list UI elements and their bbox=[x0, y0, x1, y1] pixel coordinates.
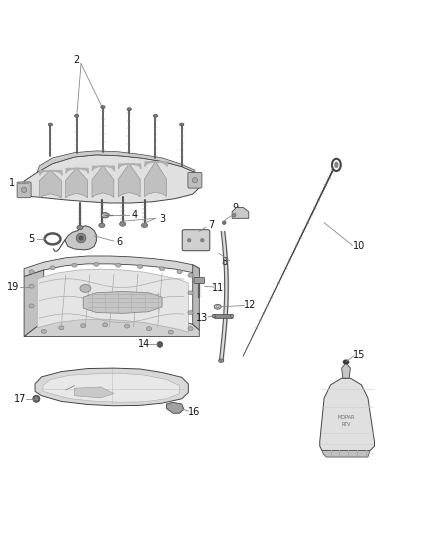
Text: 16: 16 bbox=[188, 407, 200, 417]
Text: 7: 7 bbox=[208, 220, 215, 230]
Text: 11: 11 bbox=[212, 282, 224, 293]
Text: MOPAR: MOPAR bbox=[337, 415, 355, 420]
Ellipse shape bbox=[188, 311, 193, 314]
Polygon shape bbox=[92, 166, 114, 197]
Ellipse shape bbox=[81, 324, 86, 328]
Ellipse shape bbox=[33, 395, 40, 402]
Text: 19: 19 bbox=[7, 281, 19, 292]
Ellipse shape bbox=[99, 223, 105, 228]
Ellipse shape bbox=[29, 304, 34, 308]
Ellipse shape bbox=[29, 270, 34, 274]
Polygon shape bbox=[43, 374, 180, 402]
Text: RTV: RTV bbox=[341, 422, 351, 427]
Polygon shape bbox=[24, 311, 199, 336]
Text: 18: 18 bbox=[63, 377, 75, 387]
Polygon shape bbox=[342, 363, 350, 378]
FancyBboxPatch shape bbox=[182, 230, 210, 251]
Ellipse shape bbox=[74, 114, 79, 117]
Ellipse shape bbox=[101, 213, 109, 218]
Polygon shape bbox=[83, 292, 162, 313]
Ellipse shape bbox=[223, 221, 226, 224]
Polygon shape bbox=[65, 226, 96, 250]
Ellipse shape bbox=[180, 123, 184, 126]
Ellipse shape bbox=[116, 263, 121, 267]
Ellipse shape bbox=[72, 263, 77, 267]
Polygon shape bbox=[35, 368, 188, 406]
Ellipse shape bbox=[50, 266, 55, 270]
Text: 14: 14 bbox=[138, 340, 150, 350]
Text: 10: 10 bbox=[353, 241, 365, 252]
Ellipse shape bbox=[29, 284, 34, 288]
Polygon shape bbox=[320, 378, 374, 450]
Ellipse shape bbox=[159, 266, 165, 271]
Ellipse shape bbox=[141, 223, 148, 228]
Ellipse shape bbox=[219, 359, 224, 362]
Ellipse shape bbox=[230, 314, 234, 318]
Ellipse shape bbox=[153, 114, 158, 117]
Ellipse shape bbox=[94, 262, 99, 266]
Ellipse shape bbox=[188, 291, 193, 295]
Text: 1: 1 bbox=[9, 178, 15, 188]
Ellipse shape bbox=[233, 214, 236, 217]
Polygon shape bbox=[39, 170, 61, 198]
Text: 6: 6 bbox=[116, 237, 122, 247]
Ellipse shape bbox=[102, 323, 108, 327]
Ellipse shape bbox=[101, 106, 105, 109]
Polygon shape bbox=[118, 164, 140, 197]
Ellipse shape bbox=[35, 397, 38, 400]
Polygon shape bbox=[232, 207, 249, 219]
Polygon shape bbox=[24, 256, 199, 277]
Ellipse shape bbox=[157, 342, 163, 348]
Ellipse shape bbox=[124, 324, 130, 328]
Ellipse shape bbox=[343, 360, 349, 364]
Ellipse shape bbox=[21, 187, 27, 192]
Text: 3: 3 bbox=[159, 214, 165, 224]
FancyBboxPatch shape bbox=[17, 182, 31, 198]
Text: 12: 12 bbox=[244, 301, 256, 311]
Ellipse shape bbox=[188, 273, 193, 277]
Ellipse shape bbox=[41, 329, 46, 333]
Ellipse shape bbox=[80, 285, 91, 292]
Ellipse shape bbox=[59, 326, 64, 330]
Ellipse shape bbox=[212, 314, 215, 318]
Polygon shape bbox=[24, 270, 44, 336]
Polygon shape bbox=[322, 450, 370, 457]
Text: 8: 8 bbox=[222, 257, 228, 266]
Ellipse shape bbox=[214, 304, 221, 309]
Ellipse shape bbox=[78, 236, 84, 241]
Polygon shape bbox=[37, 269, 188, 332]
Ellipse shape bbox=[48, 123, 53, 126]
Polygon shape bbox=[193, 265, 199, 330]
Polygon shape bbox=[214, 314, 232, 318]
Polygon shape bbox=[145, 161, 166, 197]
Polygon shape bbox=[37, 151, 195, 172]
FancyBboxPatch shape bbox=[188, 172, 202, 188]
Ellipse shape bbox=[334, 161, 339, 168]
Polygon shape bbox=[24, 155, 199, 203]
Ellipse shape bbox=[76, 233, 86, 243]
Ellipse shape bbox=[187, 238, 191, 242]
Text: 17: 17 bbox=[14, 394, 26, 404]
Polygon shape bbox=[74, 387, 114, 398]
Text: 5: 5 bbox=[28, 234, 35, 244]
Ellipse shape bbox=[120, 222, 126, 226]
FancyBboxPatch shape bbox=[194, 278, 205, 284]
Ellipse shape bbox=[168, 330, 173, 334]
Ellipse shape bbox=[201, 238, 204, 242]
Polygon shape bbox=[166, 402, 184, 413]
Text: 15: 15 bbox=[353, 350, 365, 360]
Ellipse shape bbox=[77, 225, 83, 230]
Ellipse shape bbox=[146, 327, 152, 330]
Ellipse shape bbox=[192, 177, 198, 183]
Ellipse shape bbox=[188, 327, 193, 330]
Text: 13: 13 bbox=[196, 313, 208, 323]
Ellipse shape bbox=[127, 108, 131, 111]
Text: 4: 4 bbox=[132, 210, 138, 220]
Ellipse shape bbox=[177, 270, 182, 274]
Ellipse shape bbox=[138, 264, 143, 269]
Text: 9: 9 bbox=[232, 203, 238, 213]
Ellipse shape bbox=[216, 306, 219, 308]
Polygon shape bbox=[66, 168, 88, 198]
Text: 2: 2 bbox=[74, 55, 80, 65]
